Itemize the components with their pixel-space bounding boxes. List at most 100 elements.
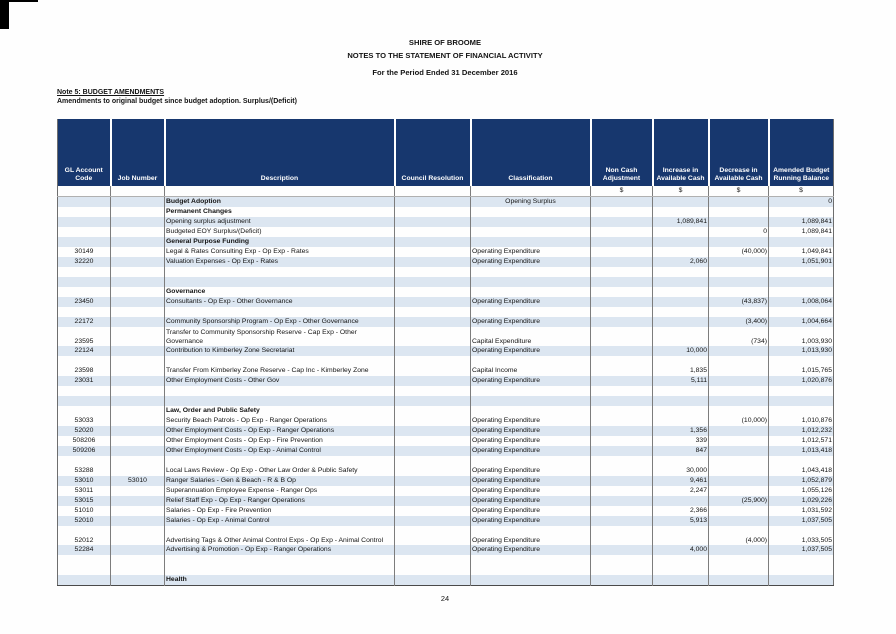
- cell-council-resolution: [394, 287, 471, 297]
- cell-decrease-available-cash: [708, 516, 769, 526]
- cell-classification: Opening Surplus: [470, 196, 591, 207]
- note-block: Note 5: BUDGET AMENDMENTS Amendments to …: [57, 88, 297, 106]
- cell-decrease-available-cash: (3,400): [708, 317, 769, 327]
- cell-description: Security Beach Patrols - Op Exp - Ranger…: [164, 416, 395, 426]
- cell-description: [164, 555, 395, 565]
- cell-amended-balance: 1,015,765: [768, 366, 834, 376]
- cell-job-number: [110, 416, 165, 426]
- cell-description: [164, 396, 395, 406]
- cell-increase-available-cash: 5,913: [652, 516, 709, 526]
- cell-decrease-available-cash: [708, 565, 769, 575]
- cell-description: Other Employment Costs - Op Exp - Fire P…: [164, 436, 395, 446]
- cell-amended-balance: 1,020,876: [768, 376, 834, 386]
- cell-amended-balance: 1,089,841: [768, 227, 834, 237]
- cell-non-cash-adjustment: [590, 346, 653, 356]
- cell-job-number: [110, 386, 165, 396]
- table-row: Opening surplus adjustment 1,089,841 1,089…: [57, 217, 834, 227]
- cell-job-number: [110, 297, 165, 307]
- cell-decrease-available-cash: (10,000): [708, 416, 769, 426]
- cell-amended-balance: [768, 356, 834, 366]
- cell-council-resolution: [394, 217, 471, 227]
- cell-council-resolution: [394, 446, 471, 456]
- page-number: 24: [440, 594, 450, 603]
- currency-symbol: $: [768, 186, 834, 197]
- cell-description: Superannuation Employee Expense - Ranger…: [164, 486, 395, 496]
- cell-classification: [470, 277, 591, 287]
- cell-gl-code: 52284: [74, 546, 94, 553]
- cell-classification: [470, 237, 591, 247]
- table-row: [58, 565, 834, 575]
- cell-classification: Operating Expenditure: [470, 476, 591, 486]
- cell-amended-balance: [768, 267, 834, 277]
- cell-gl-code: [58, 575, 111, 586]
- currency-symbol: [110, 186, 165, 197]
- cell-description: [164, 277, 395, 287]
- table-row: 23598 Transfer From Kimberley Zone Reserv…: [58, 366, 834, 376]
- report-period: For the Period Ended 31 December 2016: [372, 68, 518, 77]
- cell-decrease-available-cash: (4,000): [708, 526, 769, 545]
- cell-increase-available-cash: [652, 396, 709, 406]
- cell-decrease-available-cash: 0: [708, 227, 769, 237]
- cell-council-resolution: [394, 317, 471, 327]
- cell-council-resolution: [394, 565, 471, 575]
- cell-council-resolution: [394, 516, 471, 526]
- cell-amended-balance: 1,031,592: [768, 506, 834, 516]
- cell-classification: [470, 217, 591, 227]
- cell-classification: Operating Expenditure: [470, 317, 591, 327]
- cell-increase-available-cash: [652, 416, 709, 426]
- cell-description: Transfer From Kimberley Zone Reserve - C…: [164, 366, 395, 376]
- cell-non-cash-adjustment: [590, 327, 653, 346]
- cell-gl-code: 23595: [74, 338, 94, 345]
- document-title: NOTES TO THE STATEMENT OF FINANCIAL ACTI…: [347, 51, 543, 60]
- cell-amended-balance: 1,033,505: [768, 526, 834, 545]
- cell-decrease-available-cash: [708, 555, 769, 565]
- cell-increase-available-cash: [652, 327, 709, 346]
- note-subtitle: Amendments to original budget since budg…: [57, 98, 297, 105]
- note-title: Note 5: BUDGET AMENDMENTS: [57, 89, 165, 96]
- currency-symbol: $: [652, 186, 709, 197]
- table-row: 53011 Superannuation Employee Expense - R…: [58, 486, 834, 496]
- cell-decrease-available-cash: [708, 396, 769, 406]
- cell-decrease-available-cash: [708, 386, 769, 396]
- cell-description: Salaries - Op Exp - Animal Control: [164, 516, 395, 526]
- cell-classification: Operating Expenditure: [470, 545, 591, 555]
- cell-increase-available-cash: 1,356: [652, 426, 709, 436]
- cell-non-cash-adjustment: [590, 565, 653, 575]
- cell-amended-balance: [768, 396, 834, 406]
- cell-decrease-available-cash: [708, 217, 769, 227]
- cell-classification: Operating Expenditure: [470, 466, 591, 476]
- cell-decrease-available-cash: [708, 346, 769, 356]
- column-header: Non Cash Adjustment: [589, 119, 653, 186]
- cell-council-resolution: [394, 277, 471, 287]
- cell-increase-available-cash: 30,000: [652, 466, 709, 476]
- column-header: GL Account Code: [57, 119, 111, 186]
- cell-non-cash-adjustment: [590, 386, 653, 396]
- cell-amended-balance: [768, 565, 834, 575]
- cell-amended-balance: [768, 287, 834, 297]
- cell-gl-code: [58, 396, 111, 406]
- cell-classification: [470, 356, 591, 366]
- table-row: Health: [57, 575, 834, 586]
- cell-non-cash-adjustment: [590, 575, 653, 586]
- cell-amended-balance: 0: [768, 196, 834, 207]
- cell-job-number: [110, 466, 165, 476]
- cell-classification: Operating Expenditure: [470, 346, 591, 356]
- cell-non-cash-adjustment: [590, 426, 653, 436]
- cell-increase-available-cash: 847: [652, 446, 709, 456]
- cell-classification: Capital Expenditure: [470, 327, 591, 346]
- cell-decrease-available-cash: [708, 466, 769, 476]
- cell-decrease-available-cash: [708, 406, 769, 416]
- cell-amended-balance: 1,012,232: [768, 426, 834, 436]
- cell-council-resolution: [394, 267, 471, 277]
- table-row: 52284 Advertising & Promotion - Op Exp - …: [57, 545, 834, 555]
- cell-classification: [470, 307, 591, 317]
- cell-increase-available-cash: 339: [652, 436, 709, 446]
- cell-increase-available-cash: [652, 555, 709, 565]
- cell-increase-available-cash: [652, 386, 709, 396]
- table-row: 51010 Salaries - Op Exp - Fire Prevention…: [58, 506, 834, 516]
- cell-amended-balance: [768, 237, 834, 247]
- cell-increase-available-cash: [652, 317, 709, 327]
- cell-gl-code: [58, 555, 111, 565]
- table-row: Law, Order and Public Safety: [58, 406, 834, 416]
- cell-gl-code: [58, 227, 111, 237]
